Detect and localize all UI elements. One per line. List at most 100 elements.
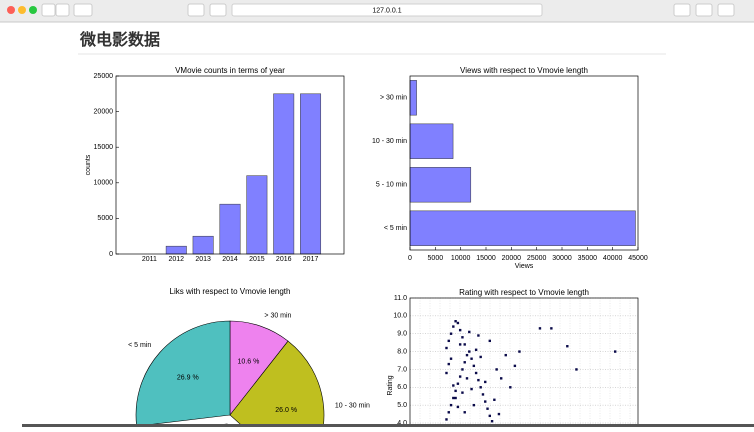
point [456,405,460,409]
download-button[interactable] [673,3,691,17]
x-tick-label: 5000 [428,255,444,262]
chart-title: Liks with respect to Vmovie length [170,287,291,296]
url: 127.0.0.1 [372,7,401,14]
point [449,332,453,335]
y-tick-label: 11.0 [394,295,407,302]
point [445,418,448,421]
pie-slice [229,340,325,432]
y-axis-label: Rating [387,375,394,395]
close-button[interactable] [7,6,15,14]
chart-title: VMovie counts in terms of year [175,66,285,75]
point [468,330,471,334]
point [456,321,460,325]
share-button[interactable] [695,3,713,17]
x-tick-label: 40000 [603,255,623,262]
point [454,396,457,400]
y-tick-label: 25000 [94,73,114,80]
y-tick-label: 20000 [94,108,114,115]
point [477,334,480,337]
point [474,348,478,351]
y-tick-label: 10.0 [393,313,407,320]
point [454,389,457,393]
y-axis-label: counts [85,154,92,175]
minimize-button[interactable] [18,6,26,14]
y-tick-label: 15000 [94,144,114,151]
point [472,403,476,407]
point [452,384,455,387]
extension-button[interactable] [187,3,205,17]
bar [273,93,295,255]
y-tick-label: < 5 min [384,225,407,232]
x-tick-label: 20000 [502,255,522,262]
point [454,320,457,323]
point [479,386,482,389]
point [461,391,464,394]
slice-value-label: 26.9 % [177,374,199,381]
point [449,357,453,360]
point [513,364,517,368]
point [470,357,473,360]
axes-frame [115,75,345,255]
x-tick-label: 2016 [276,256,292,263]
sidebar-button[interactable] [73,3,93,17]
bar [409,210,636,246]
scrollbar [22,424,754,427]
point [538,327,542,330]
point [500,377,503,380]
point [465,377,469,380]
forward-button[interactable] [55,3,70,17]
y-tick-label: 7.0 [397,366,407,373]
point [477,378,480,382]
y-tick-label: 6.0 [397,384,407,391]
x-tick-label: 15000 [476,255,496,262]
bar [300,93,322,255]
bar [219,203,241,255]
y-tick-label: 8.0 [397,348,407,355]
point [497,412,501,416]
back-button[interactable] [41,3,56,17]
slice-value-label: 10.6 % [238,359,260,366]
y-tick-label: > 30 min [380,95,407,102]
point [486,407,489,410]
point [456,382,460,385]
slice-value-label: 26.0 % [275,407,297,414]
bar [192,235,214,255]
bar [409,167,472,203]
tabs-button[interactable] [717,3,735,17]
x-tick-label: 35000 [578,255,598,262]
point [463,411,466,414]
x-tick-label: 25000 [527,255,547,262]
bar [409,123,454,159]
point [447,411,450,414]
x-tick-label: 2013 [195,256,211,263]
bar [165,245,187,255]
point [445,371,448,375]
y-tick-label: 10000 [94,180,114,187]
slice-label: > 30 min [264,312,291,319]
address-bar[interactable] [231,3,543,17]
point [447,339,450,343]
y-tick-label: 9.0 [397,331,407,338]
point [458,343,462,346]
page-title: 微电影数据 [79,30,160,49]
extension-button[interactable] [209,3,227,17]
point [488,414,491,418]
point [458,375,462,378]
x-tick-label: 2017 [303,256,319,263]
point [518,350,521,353]
bar [409,80,417,116]
y-tick-label: 0 [109,251,113,258]
point [463,343,466,346]
y-tick-label: 10 - 30 min [372,138,407,145]
point [449,403,453,407]
point [493,398,496,401]
point [490,420,494,423]
point [461,336,464,339]
x-tick-label: 30000 [552,255,572,262]
pie-slice [135,320,231,427]
y-tick-label: 5000 [97,215,113,222]
zoom-button[interactable] [29,6,37,14]
x-axis-label: Views [515,263,534,270]
point [463,361,466,364]
